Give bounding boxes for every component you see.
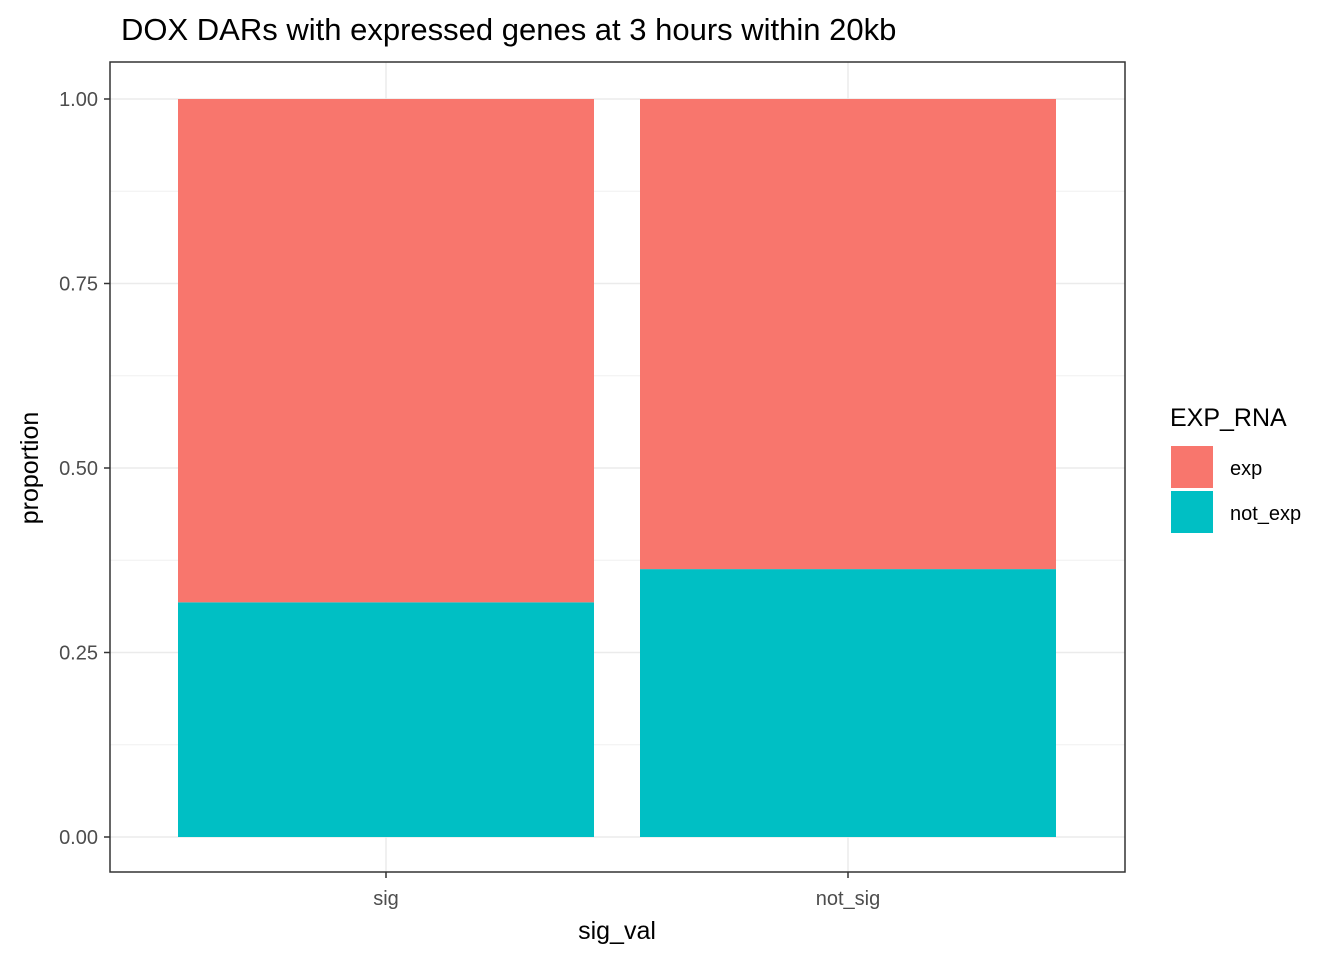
legend-key-not_exp — [1171, 491, 1213, 533]
bar-not_sig-exp — [640, 99, 1056, 570]
legend-label-not_exp: not_exp — [1230, 503, 1301, 525]
y-axis-title: proportion — [16, 412, 44, 525]
legend-label-exp: exp — [1230, 458, 1262, 480]
x-axis: sig not_sig — [373, 872, 880, 910]
x-axis-title: sig_val — [578, 917, 656, 945]
bar-not_sig-not_exp — [640, 569, 1056, 837]
y-tick-label: 0.75 — [59, 274, 98, 296]
bar-sig-exp — [178, 99, 594, 603]
bars — [178, 99, 1056, 837]
legend-key-exp — [1171, 446, 1213, 488]
panel-border — [109, 61, 1126, 873]
x-tick-label: sig — [373, 888, 399, 910]
y-tick-label: 0.25 — [59, 643, 98, 665]
x-tick-label: not_sig — [816, 888, 881, 910]
chart-title: DOX DARs with expressed genes at 3 hours… — [121, 12, 896, 47]
y-tick-label: 0.50 — [59, 458, 98, 480]
legend-title: EXP_RNA — [1170, 404, 1287, 432]
legend: EXP_RNA exp not_exp — [1170, 404, 1301, 533]
y-tick-label: 1.00 — [59, 89, 98, 111]
y-tick-label: 0.00 — [59, 827, 98, 849]
bar-sig-not_exp — [178, 602, 594, 837]
y-axis: 0.00 0.25 0.50 0.75 1.00 — [59, 89, 110, 849]
plot-panel — [109, 61, 1126, 873]
